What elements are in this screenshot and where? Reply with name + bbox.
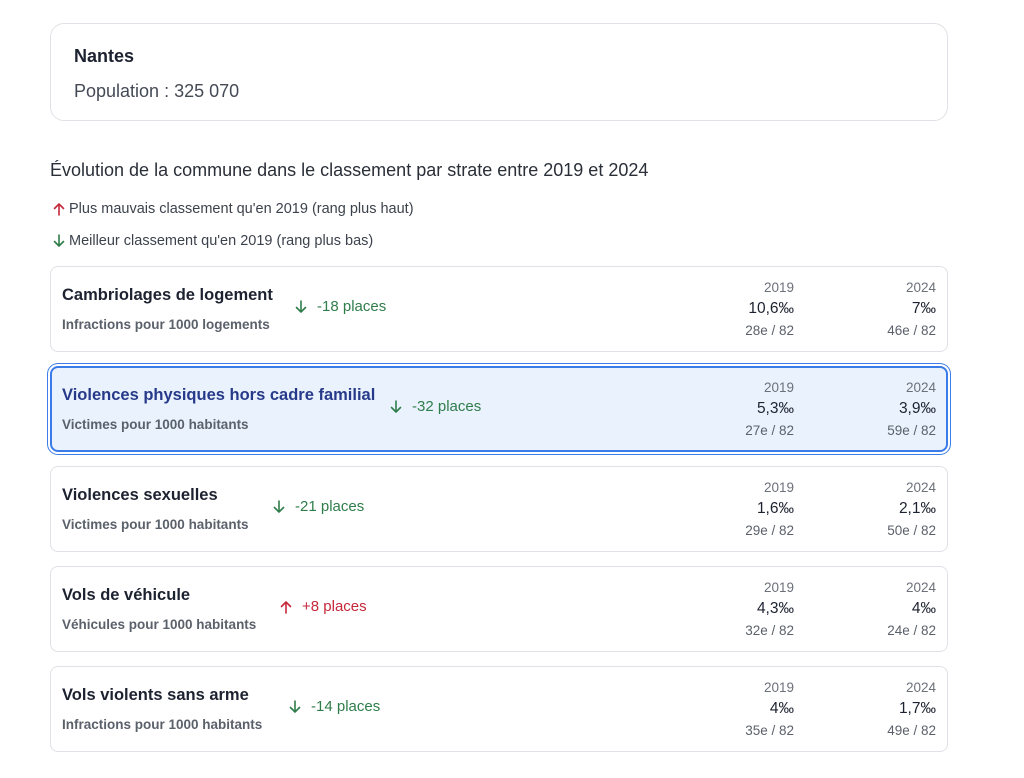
ranking-delta-label: -32 places <box>412 398 482 415</box>
rank-value: 46e / 82 <box>887 323 936 338</box>
city-population: Population : 325 070 <box>74 81 240 101</box>
ranking-delta-label: -21 places <box>295 498 365 515</box>
column-2019: 2019 4,3‰ 32e / 82 <box>674 579 794 641</box>
rank-value: 32e / 82 <box>745 623 794 638</box>
ranking-subtitle: Véhicules pour 1000 habitants <box>62 617 257 632</box>
column-2024: 2024 2,1‰ 50e / 82 <box>816 479 936 541</box>
arrow-down-icon <box>390 399 402 413</box>
year-label: 2019 <box>763 280 794 295</box>
rank-value: 59e / 82 <box>887 423 936 438</box>
rank-value: 24e / 82 <box>887 623 936 638</box>
column-2024: 2024 3,9‰ 59e / 82 <box>816 379 936 441</box>
ranking-title: Violences sexuelles <box>62 486 218 504</box>
column-2024: 2024 7‰ 46e / 82 <box>816 279 936 341</box>
ranking-card-vols-vehicule[interactable]: Vols de véhicule Véhicules pour 1000 hab… <box>50 566 948 652</box>
ranking-delta-label: +8 places <box>302 598 367 615</box>
year-label: 2024 <box>905 580 936 595</box>
rank-value: 28e / 82 <box>745 323 794 338</box>
arrow-down-icon <box>53 234 65 247</box>
ranking-delta: -21 places <box>271 498 364 515</box>
legend-worse: Plus mauvais classement qu'en 2019 (rang… <box>51 201 414 217</box>
ranking-subtitle: Infractions pour 1000 logements <box>62 317 270 332</box>
rate-value: 5,3‰ <box>756 400 794 417</box>
ranking-delta: -18 places <box>293 298 386 315</box>
year-label: 2019 <box>763 680 794 695</box>
year-label: 2024 <box>905 380 936 395</box>
ranking-subtitle: Victimes pour 1000 habitants <box>62 517 249 532</box>
rate-value: 10,6‰ <box>748 300 794 317</box>
ranking-title: Violences physiques hors cadre familial <box>62 386 376 404</box>
ranking-title: Vols de véhicule <box>62 586 191 604</box>
ranking-title: Vols violents sans arme <box>62 686 249 704</box>
legend-worse-label: Plus mauvais classement qu'en 2019 (rang… <box>69 201 414 217</box>
ranking-card-vols-violents[interactable]: Vols violents sans arme Infractions pour… <box>50 666 948 752</box>
year-label: 2024 <box>905 480 936 495</box>
column-2019: 2019 4‰ 35e / 82 <box>674 679 794 741</box>
ranking-card-violences-sexuelles[interactable]: Violences sexuelles Victimes pour 1000 h… <box>50 466 948 552</box>
rate-value: 1,7‰ <box>898 700 936 717</box>
ranking-title: Cambriolages de logement <box>62 286 273 304</box>
rank-value: 49e / 82 <box>887 723 936 738</box>
column-2024: 2024 4‰ 24e / 82 <box>816 579 936 641</box>
year-label: 2024 <box>905 680 936 695</box>
column-2024: 2024 1,7‰ 49e / 82 <box>816 679 936 741</box>
column-2019: 2019 1,6‰ 29e / 82 <box>674 479 794 541</box>
year-label: 2024 <box>905 280 936 295</box>
ranking-delta: -14 places <box>287 698 380 715</box>
year-label: 2019 <box>763 580 794 595</box>
rate-value: 2,1‰ <box>898 500 936 517</box>
year-label: 2019 <box>763 480 794 495</box>
rate-value: 7‰ <box>911 300 936 317</box>
year-label: 2019 <box>763 380 794 395</box>
ranking-subtitle: Victimes pour 1000 habitants <box>62 417 249 432</box>
rate-value: 4,3‰ <box>756 600 794 617</box>
city-card: Nantes Population : 325 070 <box>50 23 948 121</box>
ranking-delta-label: -18 places <box>317 298 387 315</box>
rate-value: 4‰ <box>911 600 936 617</box>
ranking-delta: +8 places <box>278 598 367 615</box>
rank-value: 50e / 82 <box>887 523 936 538</box>
column-2019: 2019 5,3‰ 27e / 82 <box>674 379 794 441</box>
arrow-up-icon <box>280 600 292 614</box>
city-name: Nantes <box>74 46 135 66</box>
arrow-down-icon <box>295 299 307 313</box>
rank-value: 29e / 82 <box>745 523 794 538</box>
rate-value: 3,9‰ <box>898 400 936 417</box>
column-2019: 2019 10,6‰ 28e / 82 <box>674 279 794 341</box>
ranking-subtitle: Infractions pour 1000 habitants <box>62 717 263 732</box>
section-title: Évolution de la commune dans le classeme… <box>50 160 649 180</box>
ranking-card-violences-physiques[interactable]: Violences physiques hors cadre familial … <box>50 366 948 452</box>
arrow-down-icon <box>289 699 301 713</box>
arrow-down-icon <box>273 499 285 513</box>
ranking-delta: -32 places <box>388 398 481 415</box>
rate-value: 1,6‰ <box>756 500 794 517</box>
rank-value: 27e / 82 <box>745 423 794 438</box>
rank-value: 35e / 82 <box>745 723 794 738</box>
arrow-up-icon <box>53 203 65 216</box>
ranking-delta-label: -14 places <box>311 698 381 715</box>
legend-better-label: Meilleur classement qu'en 2019 (rang plu… <box>69 233 374 249</box>
legend-better: Meilleur classement qu'en 2019 (rang plu… <box>51 233 373 249</box>
ranking-card-cambriolages[interactable]: Cambriolages de logement Infractions pou… <box>50 266 948 352</box>
rate-value: 4‰ <box>769 700 794 717</box>
